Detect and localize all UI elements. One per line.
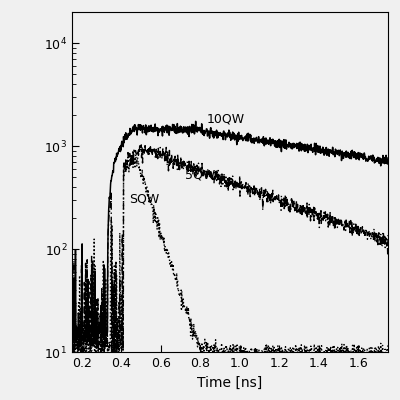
Text: 5QW: 5QW (184, 169, 215, 182)
Text: SQW: SQW (129, 193, 160, 206)
Text: 10QW: 10QW (206, 112, 244, 125)
X-axis label: Time [ns]: Time [ns] (197, 376, 263, 390)
